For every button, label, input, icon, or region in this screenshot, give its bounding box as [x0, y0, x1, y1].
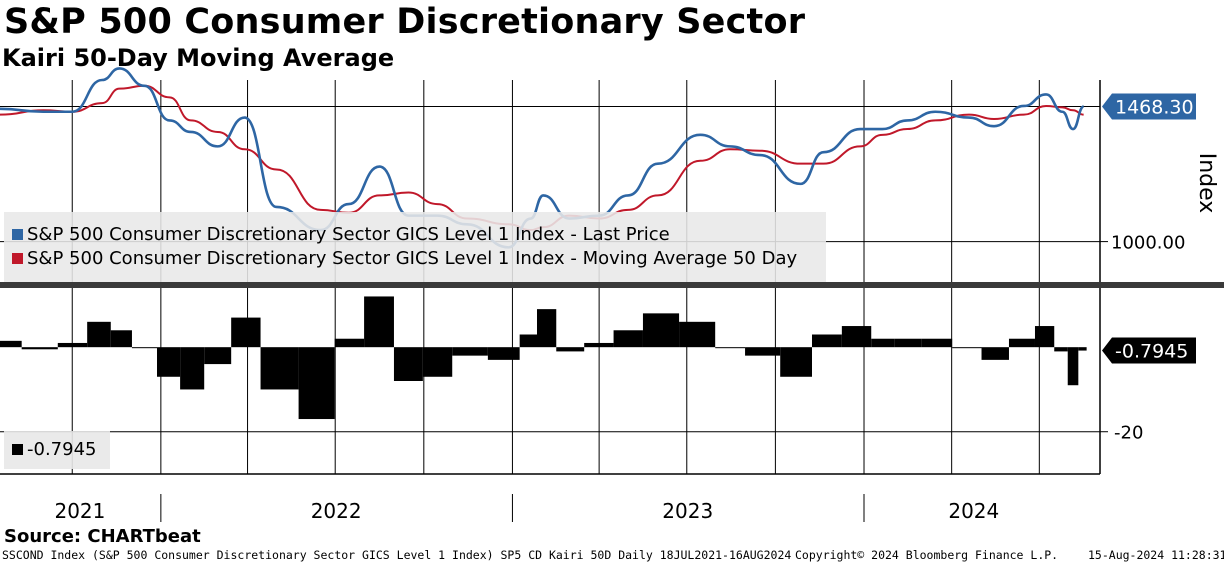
- last-price-tag: [1102, 93, 1196, 120]
- price-y-axis-title: Index: [1194, 153, 1219, 214]
- legend-label-kairi: -0.7945: [27, 439, 97, 460]
- kairi-bar-1: [21, 347, 58, 350]
- kairi-bar-13: [364, 296, 394, 348]
- kairi-bar-34: [981, 347, 1009, 360]
- kairi-bar-38: [1067, 347, 1079, 386]
- kairi-bar-28: [811, 334, 842, 348]
- kairi-bar-25: [715, 347, 746, 349]
- kairi-tick-label-0: -20: [1114, 423, 1143, 444]
- kairi-bar-33: [952, 347, 982, 349]
- kairi-bar-23: [642, 313, 680, 348]
- kairi-bar-10: [260, 347, 299, 390]
- footer-copyright: Copyright© 2024 Bloomberg Finance L.P.: [795, 548, 1059, 562]
- legend-swatch-moving-average: [12, 253, 23, 264]
- kairi-bar-24: [679, 321, 716, 348]
- kairi-bar-29: [841, 326, 872, 348]
- legend-label-last-price: S&P 500 Consumer Discretionary Sector GI…: [27, 224, 670, 245]
- legend-swatch-kairi: [12, 444, 23, 455]
- kairi-bar-8: [204, 347, 232, 365]
- kairi-last-label: -0.7945: [1115, 341, 1188, 363]
- kairi-bar-5: [131, 347, 158, 349]
- kairi-bar-27: [780, 347, 812, 377]
- kairi-bar-19: [536, 309, 557, 348]
- kairi-bar-11: [298, 347, 335, 420]
- moving-average-line: [0, 84, 1084, 232]
- kairi-last-tag: [1102, 337, 1196, 364]
- kairi-legend: -0.7945: [4, 431, 110, 469]
- kairi-bar-26: [745, 347, 781, 356]
- year-label-2021: 2021: [54, 499, 105, 523]
- kairi-bar-0: [0, 340, 22, 348]
- year-label-2022: 2022: [311, 499, 362, 523]
- kairi-bar-36: [1034, 326, 1055, 348]
- source-note: Source: CHARTbeat: [4, 526, 201, 547]
- kairi-bar-15: [422, 347, 453, 377]
- legend-swatch-last-price: [12, 229, 23, 240]
- last-price-label: 1468.30: [1115, 96, 1194, 118]
- price-tick-label-0: 1000.00: [1111, 233, 1185, 254]
- kairi-bar-9: [231, 317, 261, 348]
- kairi-bar-37: [1054, 347, 1068, 352]
- kairi-bar-31: [894, 338, 922, 348]
- kairi-bar-30: [871, 338, 895, 348]
- kairi-bar-3: [87, 321, 111, 348]
- legend-label-moving-average: S&P 500 Consumer Discretionary Sector GI…: [27, 248, 798, 269]
- kairi-bar-2: [57, 342, 88, 348]
- kairi-bar-4: [110, 330, 132, 348]
- kairi-bar-35: [1008, 338, 1035, 348]
- kairi-bar-17: [487, 347, 520, 360]
- footer-description: SSCOND Index (S&P 500 Consumer Discretio…: [2, 548, 792, 562]
- panel-divider: [0, 282, 1224, 288]
- legend-entry-kairi: -0.7945: [12, 439, 96, 460]
- price-legend: S&P 500 Consumer Discretionary Sector GI…: [4, 212, 826, 282]
- kairi-bar-18: [519, 334, 537, 348]
- kairi-bar-6: [157, 347, 181, 377]
- kairi-bar-39: [1078, 347, 1087, 351]
- last-price-line: [0, 67, 1085, 249]
- kairi-bar-7: [180, 347, 205, 390]
- legend-entry-moving-average: S&P 500 Consumer Discretionary Sector GI…: [12, 248, 797, 269]
- chart-subtitle: Kairi 50-Day Moving Average: [2, 44, 395, 72]
- kairi-bar-32: [921, 338, 953, 348]
- chart-title: S&P 500 Consumer Discretionary Sector: [4, 2, 806, 42]
- year-label-2023: 2023: [662, 499, 713, 523]
- kairi-bar-14: [393, 347, 423, 381]
- kairi-bar-21: [584, 342, 614, 348]
- kairi-bar-16: [452, 347, 488, 356]
- kairi-bar-12: [334, 338, 365, 348]
- year-label-2024: 2024: [948, 499, 999, 523]
- legend-entry-last-price: S&P 500 Consumer Discretionary Sector GI…: [12, 224, 670, 245]
- footer-timestamp: 15-Aug-2024 11:28:31: [1088, 548, 1224, 562]
- kairi-bar-22: [613, 330, 643, 348]
- kairi-bar-20: [556, 347, 585, 352]
